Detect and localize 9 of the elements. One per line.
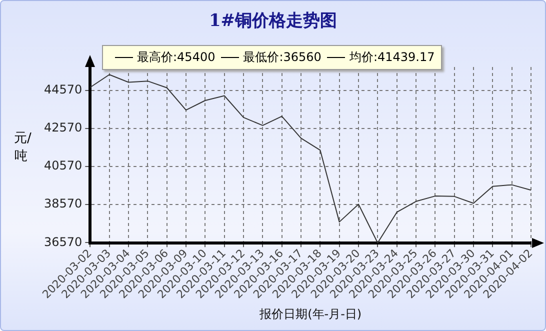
legend-box: 最高价:45400 最低价:36560 均价:41439.17 bbox=[102, 45, 442, 70]
y-tick-label: 36570 bbox=[44, 234, 82, 249]
y-tick-label: 42570 bbox=[44, 120, 82, 135]
y-tick-label: 40570 bbox=[44, 158, 82, 173]
y-tick-label: 44570 bbox=[44, 82, 82, 97]
x-axis-title: 报价日期(年-月-日) bbox=[258, 306, 362, 321]
chart-title: 1#铜价格走势图 bbox=[208, 10, 338, 32]
y-axis-title: 元/吨 bbox=[14, 130, 32, 165]
y-tick-label: 38570 bbox=[44, 196, 82, 211]
